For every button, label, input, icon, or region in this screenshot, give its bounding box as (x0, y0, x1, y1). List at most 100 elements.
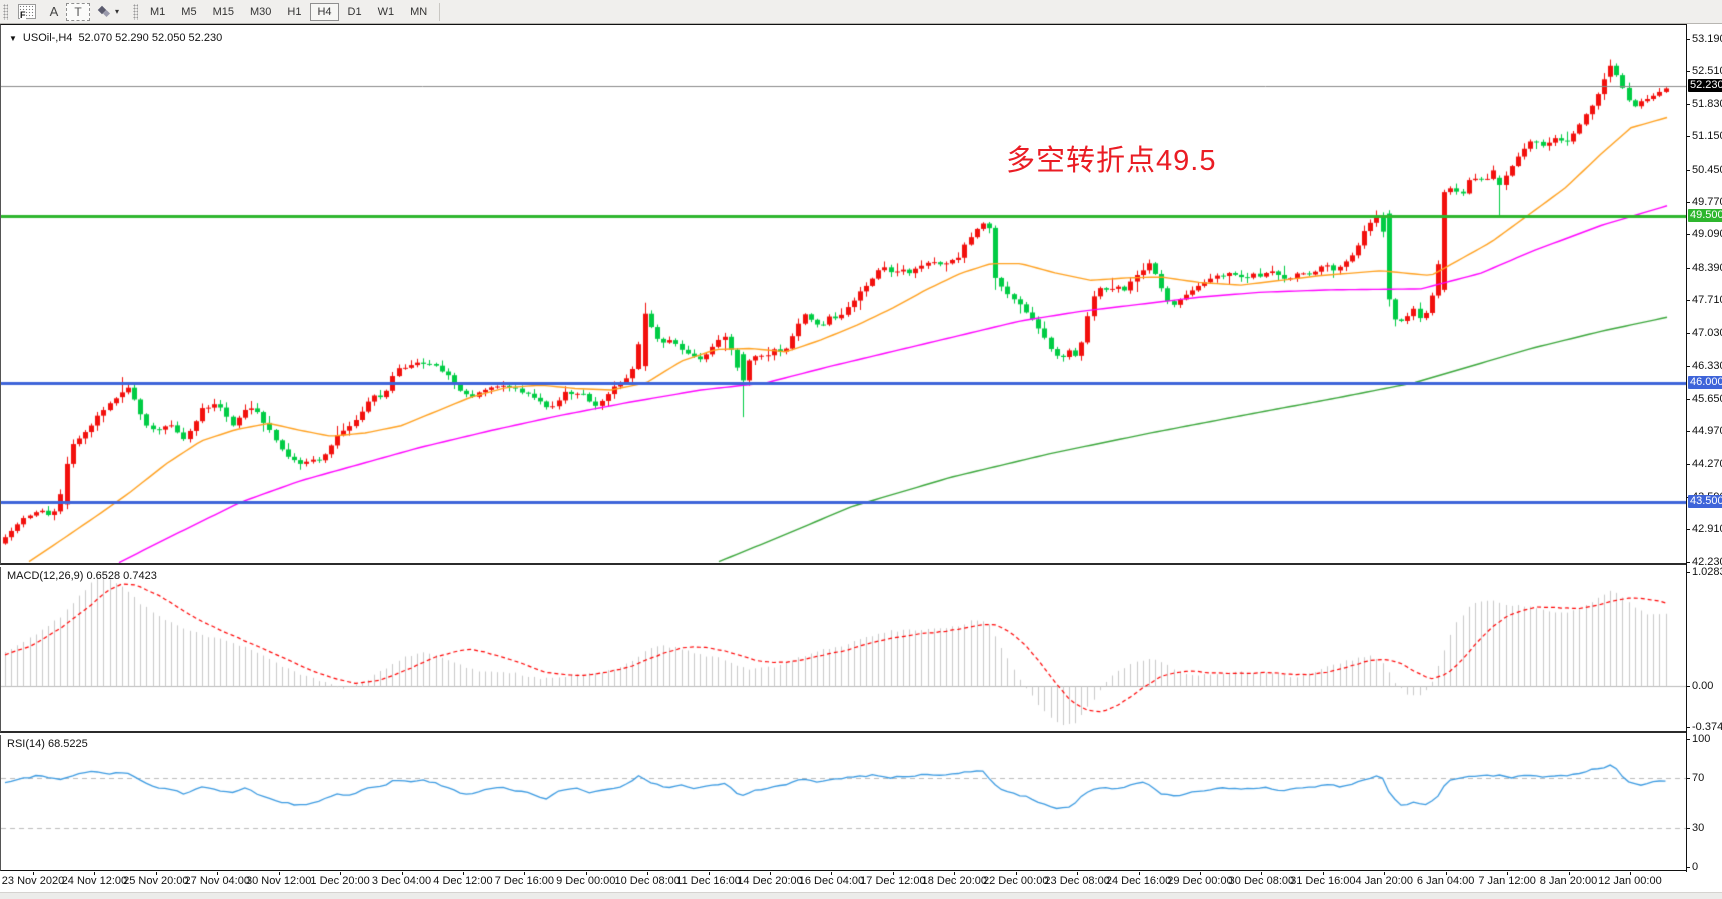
axis-tick (1687, 430, 1690, 432)
time-tick-label: 29 Dec 00:00 (1167, 875, 1233, 887)
time-tick (1016, 872, 1017, 875)
price-tick-label: 42.910 (1692, 523, 1722, 536)
time-tick (94, 872, 95, 875)
price-tick-label: 44.270 (1692, 458, 1722, 471)
axis-tick (1687, 561, 1690, 563)
time-tick (893, 872, 894, 875)
price-tick-label: 53.190 (1692, 33, 1722, 45)
time-tick (1630, 872, 1631, 875)
time-tick (156, 872, 157, 875)
price-tick-label: 49.770 (1692, 196, 1722, 209)
rsi-panel[interactable]: RSI(14) 68.5225 (0, 735, 1686, 871)
timeframe-button-mn[interactable]: MN (410, 5, 428, 18)
axis-tick (1687, 267, 1690, 269)
colors-tool-button[interactable]: ▾ (90, 2, 125, 22)
time-tick-label: 31 Dec 16:00 (1290, 875, 1356, 887)
time-tick (1200, 872, 1201, 875)
time-tick-label: 7 Jan 12:00 (1478, 875, 1536, 887)
time-tick (1139, 872, 1140, 875)
axis-tick (1687, 828, 1690, 830)
time-tick-label: 4 Jan 20:00 (1355, 875, 1413, 887)
symbol-title: ▼ USOil-,H4 52.070 52.290 52.050 52.230 (9, 32, 222, 44)
price-tick-label: 47.710 (1692, 294, 1722, 307)
time-tick (1323, 872, 1324, 875)
time-tick-label: 11 Dec 16:00 (676, 875, 741, 887)
axis-tick (1687, 136, 1690, 138)
macd-chart[interactable] (1, 567, 1686, 731)
toolbar-grip-handle[interactable] (3, 3, 8, 20)
timeframe-button-h1[interactable]: H1 (287, 5, 302, 18)
text-box-tool-button[interactable]: T (66, 2, 90, 21)
price-tick-label: 46.330 (1692, 360, 1722, 373)
chart-toolbar: F A T ▾ M1 M5 M15 M30 H1 H4 D1 W1 MN (0, 0, 1722, 24)
axis-tick (1687, 464, 1690, 466)
time-tick (33, 872, 34, 875)
timeframe-button-w1[interactable]: W1 (377, 5, 395, 18)
time-tick (647, 872, 648, 875)
toolbar-separator (439, 2, 441, 21)
symbol-period-label: USOil-,H4 (22, 32, 73, 44)
rsi-label: RSI(14) 68.5225 (7, 738, 88, 750)
axis-tick (1687, 727, 1690, 728)
macd-tick-label: -0.3748 (1692, 721, 1722, 733)
time-tick-label: 12 Jan 00:00 (1598, 875, 1662, 887)
time-tick-label: 27 Nov 04:00 (184, 875, 250, 887)
axis-tick (1687, 234, 1690, 236)
grid-tool-button[interactable]: F (12, 2, 42, 22)
time-tick-label: 14 Dec 20:00 (737, 875, 803, 887)
time-tick (524, 872, 525, 875)
time-tick (463, 872, 464, 875)
timeframe-button-m1[interactable]: M1 (150, 5, 166, 18)
time-tick-label: 16 Dec 04:00 (798, 875, 865, 887)
time-axis[interactable]: 23 Nov 2020 24 Nov 12:00 25 Nov 20:00 27 No… (0, 872, 1722, 892)
timeframe-button-m5[interactable]: M5 (181, 5, 197, 18)
main-price-panel[interactable]: ▼ USOil-,H4 52.070 52.290 52.050 52.230 … (0, 24, 1686, 565)
ohlc-values: 52.070 52.290 52.050 52.230 (78, 32, 223, 44)
time-tick (1077, 872, 1078, 875)
time-tick-label: 8 Jan 20:00 (1539, 875, 1598, 887)
time-tick-label: 7 Dec 16:00 (494, 875, 555, 887)
price-tick-label: 52.510 (1692, 65, 1722, 78)
price-axis[interactable]: 53.190 52.510 51.830 51.150 50.450 49.770 49.0… (1686, 24, 1722, 873)
text-label-tool-button[interactable]: A (49, 4, 59, 19)
timeframe-button-h4[interactable]: H4 (310, 2, 339, 21)
timeframe-button-m30[interactable]: M30 (249, 5, 272, 18)
time-tick-label: 25 Nov 20:00 (123, 875, 189, 887)
time-tick-label: 9 Dec 00:00 (556, 875, 616, 887)
timeframe-button-group: M1 M5 M15 M30 H1 H4 D1 W1 MN (142, 2, 435, 21)
macd-tick-label: 0.00 (1692, 679, 1714, 692)
chart-text-annotation[interactable]: 多空转折点49.5 (1006, 145, 1217, 177)
rsi-chart[interactable] (1, 735, 1686, 870)
price-tick-label: 48.390 (1692, 261, 1722, 274)
macd-panel[interactable]: MACD(12,26,9) 0.6528 0.7423 (0, 567, 1686, 733)
colors-tool-icon (97, 5, 111, 17)
level-price-tag: 49.500 (1688, 208, 1722, 222)
axis-tick (1687, 398, 1690, 400)
time-tick-label: 23 Nov 2020 (1, 875, 65, 887)
time-tick-label: 30 Dec 08:00 (1228, 875, 1295, 887)
axis-tick (1687, 71, 1690, 73)
time-tick-label: 24 Nov 12:00 (61, 875, 128, 887)
axis-tick (1687, 366, 1690, 368)
axis-tick (1687, 739, 1690, 741)
symbol-dropdown-icon[interactable]: ▼ (9, 33, 17, 43)
time-tick (709, 872, 710, 875)
timeframe-button-d1[interactable]: D1 (347, 5, 362, 18)
chart-region: ▼ USOil-,H4 52.070 52.290 52.050 52.230 … (0, 24, 1722, 899)
timeframe-button-m15[interactable]: M15 (212, 5, 234, 18)
time-tick-label: 1 Dec 20:00 (310, 875, 370, 887)
axis-tick (1687, 300, 1690, 302)
toolbar-grip-handle-2[interactable] (133, 3, 139, 20)
time-tick (1569, 872, 1570, 875)
time-tick (1261, 872, 1262, 875)
price-tick-label: 50.450 (1692, 163, 1722, 176)
time-tick-label: 30 Nov 12:00 (245, 875, 312, 887)
candlestick-chart[interactable] (1, 25, 1686, 563)
time-tick-label: 24 Dec 16:00 (1105, 875, 1172, 887)
time-tick (1384, 872, 1385, 875)
macd-tick-label: 1.0283 (1692, 566, 1722, 578)
time-tick-label: 17 Dec 12:00 (860, 875, 926, 887)
level-price-tag: 43.500 (1688, 495, 1722, 509)
time-tick (586, 872, 587, 875)
